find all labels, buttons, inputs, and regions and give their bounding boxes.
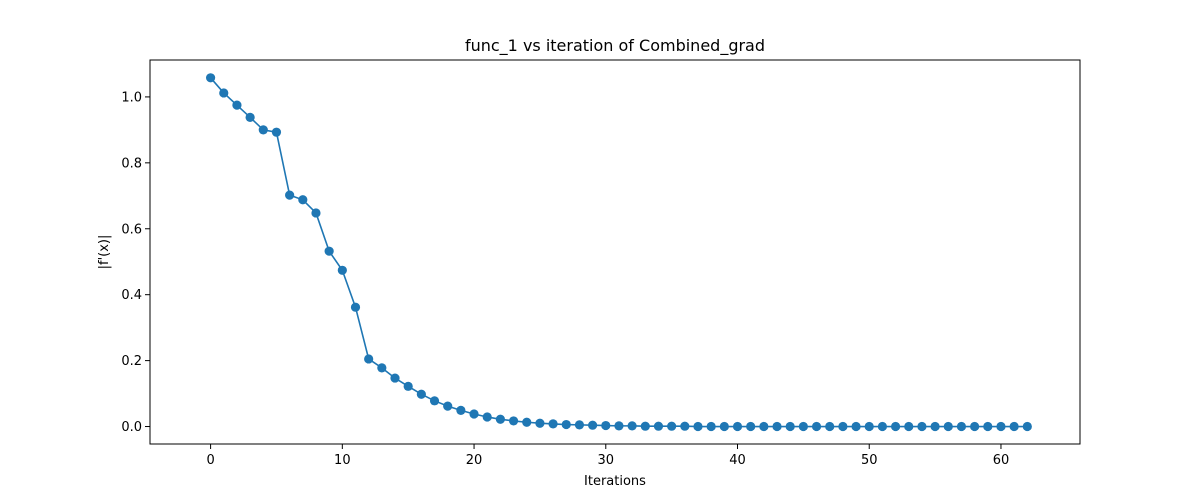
data-point [917, 421, 927, 432]
data-point [285, 190, 295, 200]
data-point [772, 421, 782, 432]
data-point [495, 414, 505, 424]
data-point [1009, 421, 1019, 432]
data-point [390, 373, 400, 383]
y-tick-label: 0.8 [121, 156, 142, 171]
data-point [482, 412, 492, 422]
y-tick-label: 1.0 [121, 90, 142, 105]
data-point [877, 421, 888, 432]
data-point [653, 421, 664, 431]
data-point [1022, 421, 1032, 432]
data-point [403, 381, 413, 391]
data-point [245, 112, 255, 122]
data-point [983, 421, 993, 432]
x-tick-label: 10 [334, 453, 351, 468]
data-point [298, 195, 308, 205]
x-tick-label: 20 [466, 453, 483, 468]
data-point [364, 354, 374, 364]
x-tick-label: 30 [598, 453, 615, 468]
data-point [205, 73, 216, 83]
y-axis: 0.0 0.2 0.4 0.6 0.8 1.0 [121, 90, 150, 435]
data-point [864, 421, 874, 432]
axes-frame [149, 59, 1081, 445]
x-tick-label: 50 [861, 453, 878, 468]
chart-title: func_1 vs iteration of Combined_grad [465, 36, 765, 56]
data-point [943, 421, 953, 432]
data-point [851, 421, 861, 432]
data-point [377, 363, 387, 373]
data-point [693, 421, 703, 432]
x-tick-label: 40 [729, 453, 746, 468]
data-point [732, 421, 743, 432]
data-point [930, 421, 940, 432]
data-point [522, 417, 532, 427]
data-point [271, 127, 282, 137]
data-point [601, 420, 611, 431]
data-point [640, 421, 650, 431]
data-point [811, 421, 822, 432]
data-point [614, 421, 624, 431]
data-point [667, 421, 677, 431]
data-point [838, 421, 848, 432]
data-point [232, 100, 242, 110]
y-tick-label: 0.4 [121, 288, 142, 303]
data-point [956, 421, 967, 432]
y-tick-label: 0.2 [121, 354, 142, 369]
data-point [508, 416, 519, 426]
y-tick-label: 0.6 [121, 222, 142, 237]
data-point [469, 409, 479, 419]
data-point [627, 421, 637, 431]
y-axis-label: |f'(x)| [97, 235, 112, 270]
data-point [970, 421, 980, 432]
y-tick-label: 0.0 [121, 420, 142, 435]
data-point [996, 421, 1006, 432]
data-point [456, 405, 466, 415]
data-point [350, 302, 361, 312]
data-point [443, 401, 453, 411]
x-axis: 0 10 20 30 40 50 60 [206, 444, 1009, 468]
data-point [904, 421, 914, 432]
data-point [561, 419, 571, 430]
data-point [258, 125, 268, 135]
data-point [324, 246, 334, 256]
data-point [574, 420, 585, 430]
data-point [311, 208, 321, 218]
data-point [535, 418, 545, 428]
data-point [416, 389, 426, 399]
data-point [706, 421, 716, 432]
data-point [890, 421, 901, 432]
data-point [337, 265, 347, 275]
data-point [798, 421, 808, 432]
data-point [825, 421, 835, 432]
x-tick-label: 0 [206, 453, 214, 468]
data-point [785, 421, 795, 432]
data-point [548, 419, 558, 429]
data-point [759, 421, 769, 432]
data-point [429, 396, 440, 406]
data-point [588, 420, 598, 430]
data-point [719, 421, 729, 432]
data-point [746, 421, 756, 432]
x-tick-label: 60 [993, 453, 1010, 468]
data-point [219, 88, 229, 98]
data-point [680, 421, 690, 431]
plot-area [205, 73, 1032, 432]
x-axis-label: Iterations [584, 474, 646, 489]
